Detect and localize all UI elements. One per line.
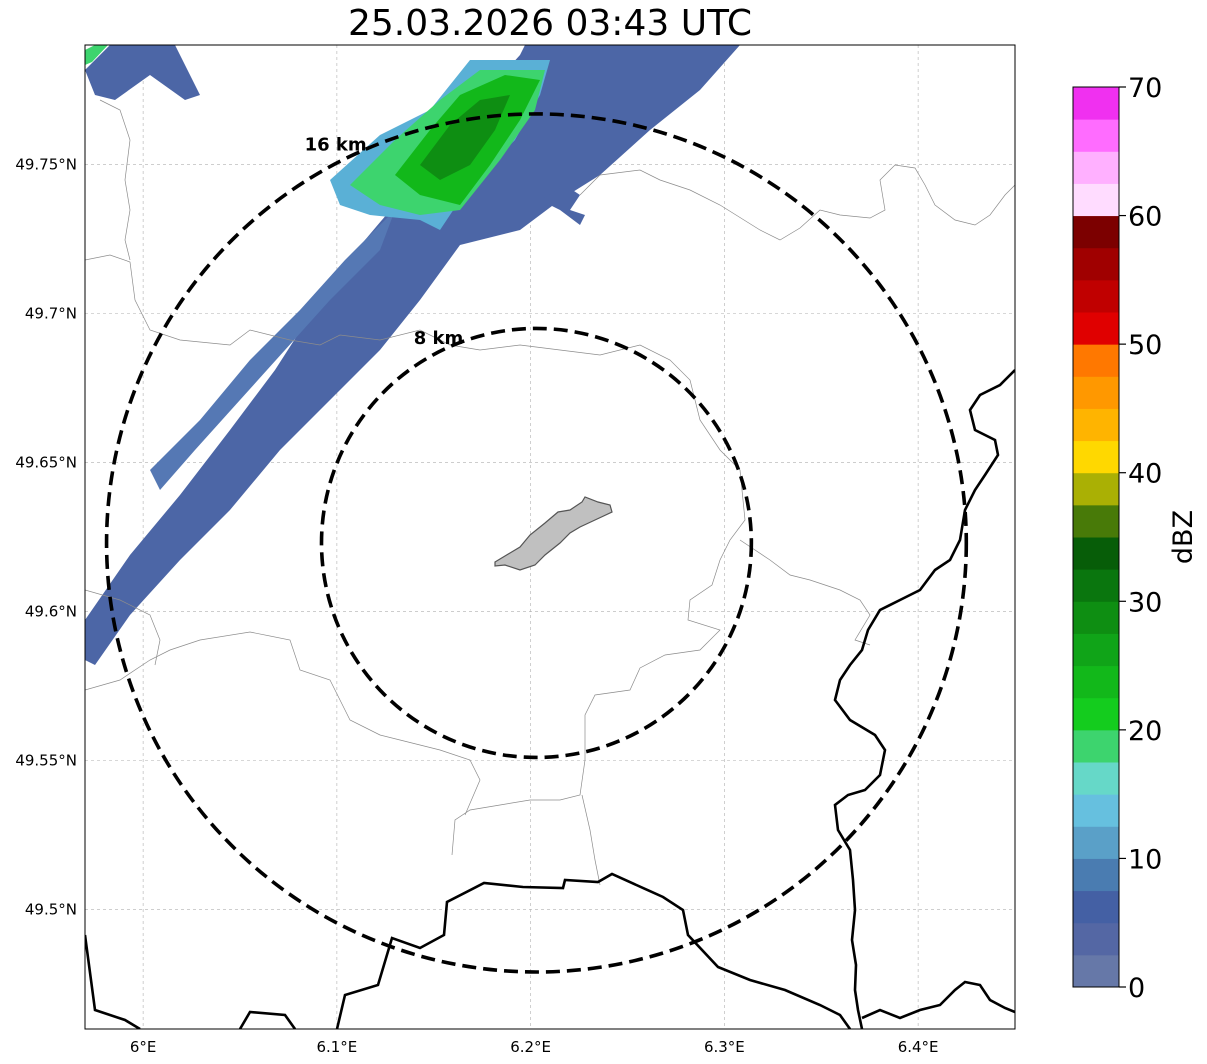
colorbar-bins (1073, 87, 1119, 988)
lon-tick-label: 6.4°E (898, 1038, 939, 1056)
lat-tick-label: 49.7°N (25, 304, 77, 322)
boundary-line (739, 539, 871, 646)
colorbar-tick-label: 40 (1128, 459, 1162, 490)
colorbar-tick-labels: 0 10 20 30 40 50 60 70 (1119, 73, 1162, 1004)
range-rings (104, 112, 969, 974)
colorbar: 0 10 20 30 40 50 60 70 dBZ (1072, 73, 1199, 1004)
colorbar-bin (1073, 858, 1119, 892)
colorbar-tick-label: 70 (1128, 73, 1162, 104)
range-ring-labels: 8 km 16 km (305, 135, 464, 349)
colorbar-bin (1073, 537, 1119, 570)
city-outline (494, 496, 613, 571)
boundary-line (581, 794, 601, 886)
colorbar-bin (1073, 954, 1119, 988)
colorbar-bin (1073, 215, 1119, 249)
colorbar-bin (1073, 890, 1119, 924)
boundary-line (85, 254, 746, 856)
map-frame (84, 44, 1016, 1030)
border-southeast (861, 980, 1015, 1020)
lon-tick-label: 6°E (130, 1038, 157, 1056)
colorbar-label: dBZ (1168, 510, 1199, 564)
lat-tick-label: 49.5°N (25, 901, 77, 919)
lat-tick-label: 49.65°N (15, 453, 77, 471)
border-south-fragment (238, 1010, 297, 1029)
gridlines (85, 45, 1015, 1029)
range-ring (319, 326, 754, 760)
colorbar-tick-label: 30 (1128, 587, 1162, 618)
boundary-line (85, 589, 161, 666)
colorbar-bin (1073, 472, 1119, 506)
border-south (335, 872, 852, 1029)
colorbar-bin (1073, 344, 1119, 377)
lat-tick-label: 49.55°N (15, 752, 77, 770)
colorbar-bin (1073, 440, 1119, 474)
map-title: 25.03.2026 03:43 UTC (347, 3, 753, 44)
colorbar-frame (1072, 86, 1120, 988)
echo-corner-region (85, 45, 200, 100)
colorbar-tick-label: 0 (1128, 973, 1145, 1004)
lat-tick-label: 49.6°N (25, 603, 77, 621)
lat-tick-label: 49.75°N (15, 155, 77, 173)
colorbar-bin (1073, 729, 1119, 763)
colorbar-bin (1073, 183, 1119, 217)
colorbar-bin (1073, 376, 1119, 409)
border-southwest (85, 934, 141, 1029)
colorbar-bin (1073, 151, 1119, 184)
colorbar-bin (1073, 922, 1119, 956)
border-east (833, 369, 1015, 1029)
colorbar-bin (1073, 408, 1119, 442)
boundary-line (85, 631, 481, 816)
echo-fragment (540, 185, 585, 225)
colorbar-bin (1073, 697, 1119, 731)
colorbar-bin (1073, 119, 1119, 152)
colorbar-bin (1073, 633, 1119, 667)
echo-weak-region (85, 45, 740, 665)
boundary-line (99, 99, 131, 261)
colorbar-bin (1073, 569, 1119, 602)
map-plot-area (85, 45, 1015, 1029)
range-ring-label: 16 km (305, 135, 367, 156)
administrative-boundaries (85, 99, 1015, 886)
colorbar-bin (1073, 601, 1119, 634)
radar-echo-band (85, 45, 740, 665)
colorbar-tick-label: 10 (1128, 844, 1162, 875)
colorbar-bin (1073, 247, 1119, 281)
colorbar-bin (1073, 504, 1119, 538)
colorbar-bin (1073, 312, 1119, 345)
colorbar-bin (1073, 279, 1119, 313)
colorbar-bin (1073, 665, 1119, 699)
colorbar-bin (1073, 794, 1119, 827)
latitude-tick-labels: 49.75°N 49.7°N 49.65°N 49.6°N 49.55°N 49.5°N (15, 155, 77, 918)
country-borders (85, 369, 1015, 1029)
colorbar-tick-label: 60 (1128, 202, 1162, 233)
boundary-line (579, 164, 1015, 241)
echo-corner-green (85, 45, 108, 65)
range-ring-label: 8 km (414, 328, 464, 349)
colorbar-bin (1073, 826, 1119, 859)
range-ring (104, 112, 969, 974)
lon-tick-label: 6.2°E (510, 1038, 551, 1056)
lon-tick-label: 6.3°E (704, 1038, 745, 1056)
colorbar-tick-label: 50 (1128, 330, 1162, 361)
lon-tick-label: 6.1°E (316, 1038, 357, 1056)
echo-weak-streak (150, 210, 395, 490)
longitude-tick-labels: 6°E 6.1°E 6.2°E 6.3°E 6.4°E (130, 1038, 939, 1056)
colorbar-bin (1073, 87, 1119, 120)
colorbar-bin (1073, 762, 1119, 795)
colorbar-tick-label: 20 (1128, 716, 1162, 747)
